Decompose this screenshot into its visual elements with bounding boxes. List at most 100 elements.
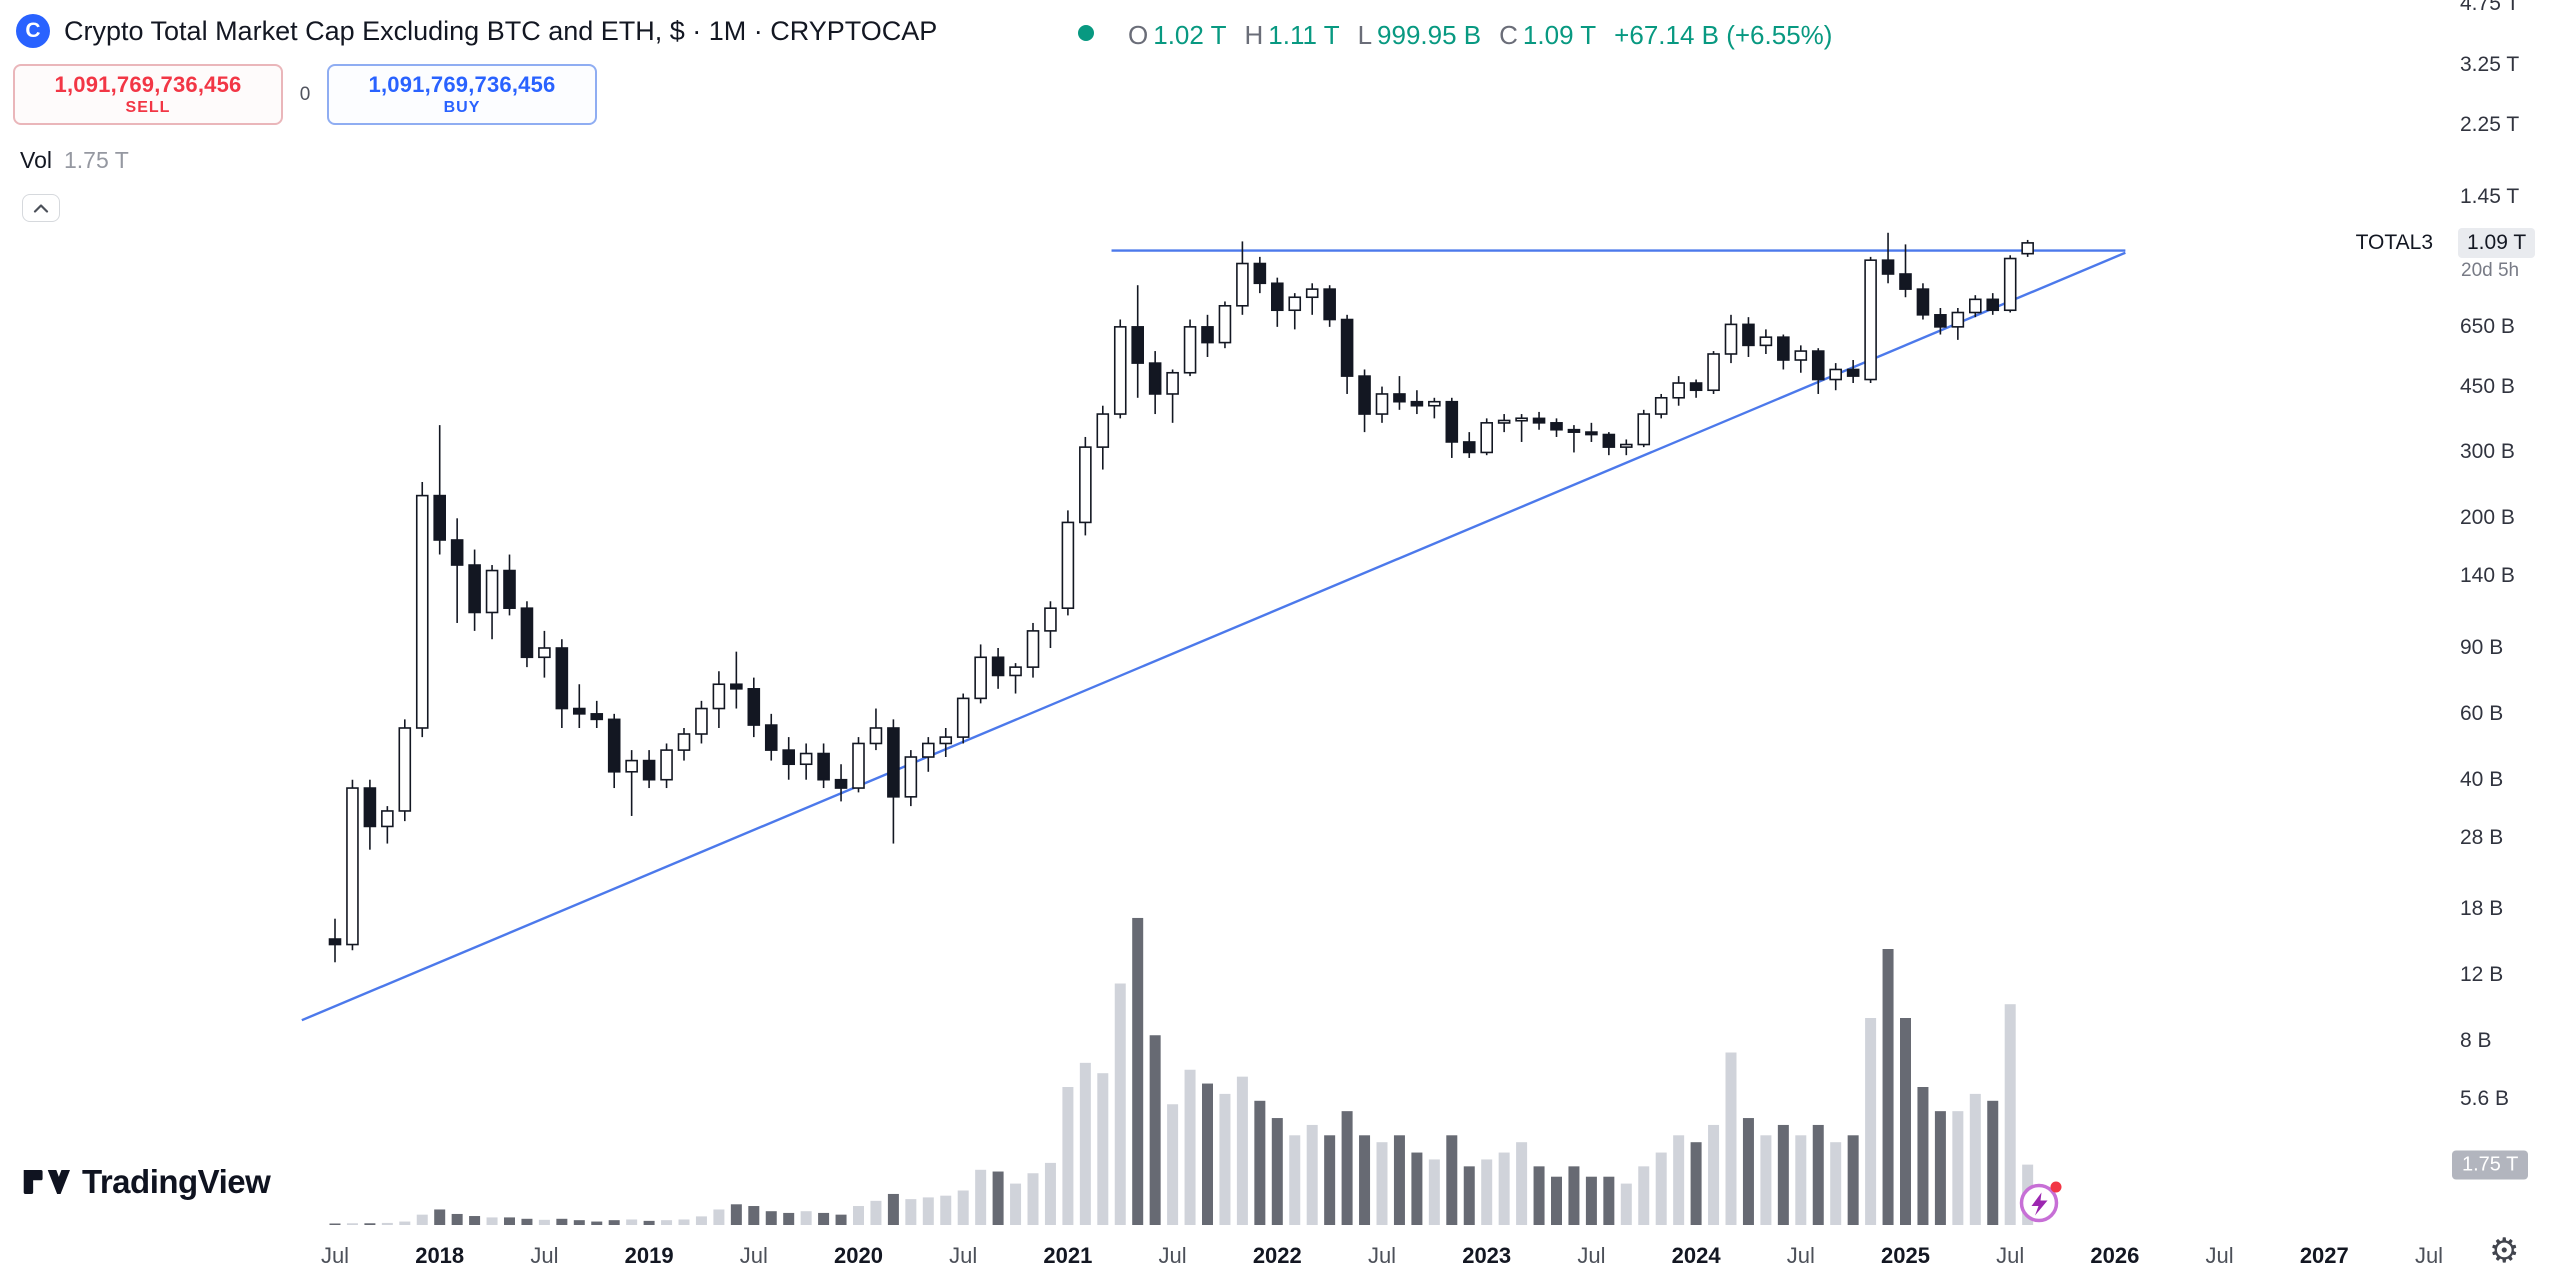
time-axis-label: 2020: [834, 1243, 883, 1268]
boost-button[interactable]: [2017, 1179, 2063, 1230]
volume-bar: [556, 1218, 568, 1225]
volume-bar: [695, 1216, 707, 1225]
volume-bar: [346, 1223, 358, 1225]
high-value: H 1.11 T: [1244, 20, 1340, 50]
volume-bar: [713, 1209, 725, 1225]
volume-bar: [1010, 1183, 1022, 1225]
candle-body: [677, 733, 691, 751]
volume-bar: [364, 1223, 376, 1225]
candle-body: [1864, 259, 1877, 381]
candle-body: [1532, 417, 1546, 424]
sell-price: 1,091,769,736,456: [54, 72, 242, 97]
volume-bar: [1149, 1035, 1161, 1225]
price-axis-label: 4.75 T: [2460, 0, 2520, 15]
volume-label: Vol: [20, 147, 52, 173]
time-axis-label: Jul: [320, 1243, 350, 1268]
candle-body: [520, 607, 534, 659]
volume-bar: [765, 1211, 777, 1225]
time-axis-label: 2023: [1462, 1243, 1512, 1268]
candle-body: [1550, 422, 1563, 431]
volume-bar: [1655, 1152, 1667, 1225]
candle-body: [1480, 422, 1493, 454]
volume-bar: [661, 1220, 673, 1225]
candle-body: [782, 749, 796, 766]
price-axis-label: 450 B: [2460, 374, 2515, 398]
price-axis-label: 18 B: [2460, 897, 2504, 921]
volume-bar: [381, 1222, 393, 1225]
price-axis-label: 2.25 T: [2460, 113, 2520, 137]
volume-bar: [1271, 1118, 1283, 1225]
time-axis-label: Jul: [530, 1243, 559, 1268]
collapse-legend-button[interactable]: [22, 194, 60, 222]
volume-bar: [922, 1197, 934, 1225]
time-axis-label: 2021: [1043, 1243, 1093, 1268]
candle-body: [1410, 400, 1424, 407]
price-axis-label: 40 B: [2460, 767, 2504, 791]
time-axis-label: 2025: [1881, 1243, 1930, 1268]
candle-body: [764, 724, 778, 751]
candle-body: [642, 759, 656, 781]
volume-bar: [1341, 1111, 1353, 1225]
volume-bar: [399, 1221, 411, 1225]
volume-bar: [1830, 1142, 1842, 1225]
tradingview-wordmark: TradingView: [82, 1163, 271, 1200]
candle-body: [730, 683, 743, 690]
candle-body: [887, 727, 900, 798]
tradingview-logo[interactable]: TradingView: [22, 1160, 271, 1204]
low-value: L 999.95 B: [1357, 20, 1482, 50]
time-axis-label: 2019: [624, 1243, 674, 1268]
time-axis-label: 2018: [415, 1243, 465, 1268]
volume-bar: [1254, 1100, 1266, 1225]
change-value: +67.14 B (+6.55%): [1614, 20, 1833, 50]
candle-body: [1811, 350, 1825, 381]
candle-body: [363, 787, 377, 828]
volume-bar: [1114, 983, 1126, 1225]
volume-bar: [887, 1193, 899, 1225]
volume-bar: [940, 1195, 952, 1225]
candle-body: [1899, 273, 1912, 290]
price-axis[interactable]: 4.75 T 3.25 T 2.25 T 1.45 T 650 B 450 B 300 B 2…: [2456, 0, 2560, 1281]
candle-body: [1148, 362, 1162, 395]
buy-button[interactable]: 1,091,769,736,456 BUY: [327, 64, 597, 125]
volume-bar: [1795, 1135, 1807, 1225]
volume-bar: [1376, 1142, 1388, 1225]
candle-body: [834, 778, 848, 789]
candle-body: [852, 742, 865, 789]
candle-body: [1201, 326, 1214, 344]
volume-bar: [1044, 1162, 1056, 1225]
time-axis-label: 2022: [1252, 1243, 1302, 1268]
candle-body: [468, 564, 481, 614]
volume-bar: [818, 1212, 830, 1225]
volume-bar: [608, 1220, 620, 1225]
volume-bar: [1917, 1087, 1929, 1225]
volume-bar: [1742, 1118, 1754, 1225]
volume-bar: [1393, 1135, 1405, 1225]
candle-body: [817, 752, 830, 781]
close-value: C 1.09 T: [1499, 20, 1597, 50]
candle-body: [1393, 393, 1406, 403]
candle-body: [695, 707, 708, 735]
symbol-title[interactable]: Crypto Total Market Cap Excluding BTC an…: [64, 15, 938, 46]
volume-bar: [1324, 1135, 1336, 1225]
candle-body: [1253, 262, 1267, 285]
candle-body: [1637, 413, 1651, 446]
settings-gear-icon[interactable]: ⚙: [2489, 1232, 2520, 1270]
candle-body: [1515, 417, 1528, 422]
candle-body: [1689, 382, 1703, 392]
candle-body: [1096, 413, 1110, 448]
sell-button[interactable]: 1,091,769,736,456 SELL: [13, 64, 283, 125]
price-axis-label: 60 B: [2460, 701, 2504, 725]
buy-label: BUY: [443, 99, 481, 116]
volume-bar: [730, 1204, 742, 1225]
time-axis[interactable]: Jul 2018 Jul 2019 Jul 2020 Jul 2021 Jul 2022 Jul 20…: [0, 1238, 2560, 1281]
candle-body: [974, 656, 987, 700]
volume-bar: [1446, 1135, 1458, 1225]
volume-value: 1.75 T: [63, 147, 129, 173]
ascending-support-trendline[interactable]: [301, 251, 2126, 1022]
candle-body: [921, 742, 935, 758]
volume-bar: [870, 1200, 882, 1225]
volume-bar: [1725, 1052, 1737, 1225]
volume-bar: [573, 1220, 585, 1225]
market-open-status-icon[interactable]: [1078, 25, 1094, 41]
